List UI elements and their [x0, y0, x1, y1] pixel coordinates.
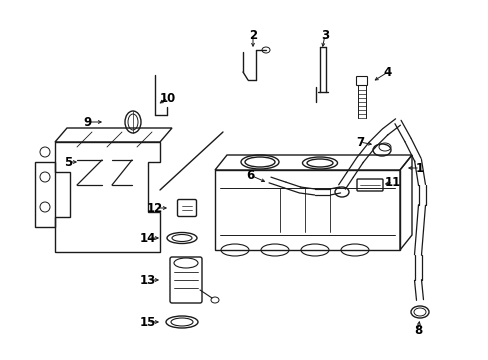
- Text: 12: 12: [146, 202, 163, 215]
- Text: 8: 8: [413, 324, 421, 337]
- Text: 6: 6: [245, 168, 254, 181]
- Text: 13: 13: [140, 274, 156, 287]
- Text: 10: 10: [160, 91, 176, 104]
- Text: 15: 15: [140, 315, 156, 328]
- Text: 2: 2: [248, 28, 257, 41]
- Text: 4: 4: [383, 66, 391, 78]
- Text: 7: 7: [355, 135, 364, 149]
- Text: 5: 5: [64, 156, 72, 168]
- Text: 1: 1: [415, 162, 423, 175]
- Text: 9: 9: [84, 116, 92, 129]
- Text: 3: 3: [320, 28, 328, 41]
- Text: 14: 14: [140, 231, 156, 244]
- Text: 11: 11: [384, 176, 400, 189]
